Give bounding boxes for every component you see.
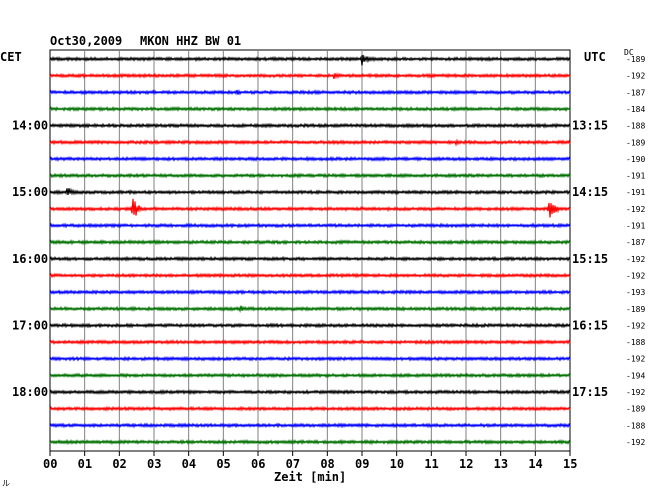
dc-offset-label: -188 bbox=[626, 338, 645, 347]
seismic-trace bbox=[49, 89, 571, 96]
dc-offset-label: -191 bbox=[626, 172, 645, 181]
seismic-trace bbox=[49, 305, 571, 314]
dc-offset-label: -194 bbox=[626, 371, 645, 380]
chart-station: MKON HHZ BW 01 bbox=[140, 34, 241, 48]
seismic-trace bbox=[49, 272, 571, 279]
plot-frame bbox=[49, 49, 571, 452]
x-tick-label: 04 bbox=[182, 457, 196, 471]
seismic-trace bbox=[49, 355, 571, 362]
dc-offset-label: -192 bbox=[626, 72, 645, 81]
x-tick-label: 03 bbox=[147, 457, 161, 471]
seismic-trace bbox=[49, 322, 571, 329]
dc-offset-label: -189 bbox=[626, 305, 645, 314]
dc-offset-label: -188 bbox=[626, 421, 645, 430]
dc-offset-label: -192 bbox=[626, 438, 645, 447]
right-hour-label: 16:15 bbox=[572, 318, 608, 332]
seismic-trace bbox=[49, 72, 571, 80]
seismic-trace bbox=[49, 198, 571, 218]
dc-label: DC bbox=[624, 48, 634, 57]
dc-offset-label: -192 bbox=[626, 388, 645, 397]
left-hour-label: 17:00 bbox=[12, 318, 48, 332]
dc-offset-label: -192 bbox=[626, 355, 645, 364]
seismic-trace bbox=[49, 388, 571, 396]
right-hour-label: 17:15 bbox=[572, 385, 608, 399]
dc-offset-label: -190 bbox=[626, 155, 645, 164]
x-tick-label: 05 bbox=[216, 457, 230, 471]
x-tick-label: 07 bbox=[286, 457, 300, 471]
seismic-trace bbox=[49, 187, 571, 196]
right-hour-label: 15:15 bbox=[572, 252, 608, 266]
dc-offset-label: -189 bbox=[626, 55, 645, 64]
seismic-trace bbox=[49, 122, 571, 129]
right-hour-label: 13:15 bbox=[572, 119, 608, 133]
seismic-trace bbox=[49, 255, 571, 262]
x-tick-label: 15 bbox=[563, 457, 577, 471]
left-hour-label: 16:00 bbox=[12, 252, 48, 266]
x-tick-label: 13 bbox=[494, 457, 508, 471]
dc-offset-label: -193 bbox=[626, 288, 645, 297]
seismic-trace bbox=[49, 372, 571, 379]
seismic-trace bbox=[49, 155, 571, 162]
trace-layer bbox=[49, 54, 571, 446]
seismic-trace bbox=[49, 105, 571, 113]
seismic-trace bbox=[49, 172, 571, 179]
dc-offset-label: -184 bbox=[626, 105, 645, 114]
x-tick-label: 01 bbox=[78, 457, 92, 471]
left-hour-label: 18:00 bbox=[12, 385, 48, 399]
dc-offset-label: -192 bbox=[626, 255, 645, 264]
seismic-trace bbox=[49, 339, 571, 346]
seismic-trace bbox=[49, 138, 571, 147]
left-timezone-label: CET bbox=[0, 50, 22, 64]
corner-mark: ル bbox=[2, 479, 10, 488]
x-tick-label: 14 bbox=[528, 457, 542, 471]
dc-offset-label: -192 bbox=[626, 321, 645, 330]
dc-offset-label: -191 bbox=[626, 222, 645, 231]
dc-offset-label: -188 bbox=[626, 122, 645, 131]
seismic-trace bbox=[49, 422, 571, 429]
chart-date: Oct30,2009 bbox=[50, 34, 122, 48]
axis-layer: 00 01 02 03 04 05 06 07 08 09 10 11 12 13 14 15 -189 -192… bbox=[12, 55, 645, 471]
left-hour-label: 15:00 bbox=[12, 185, 48, 199]
right-hour-label: 14:15 bbox=[572, 185, 608, 199]
seismic-trace bbox=[49, 239, 571, 246]
seismic-trace bbox=[49, 288, 571, 296]
x-tick-label: 12 bbox=[459, 457, 473, 471]
seismic-trace bbox=[49, 54, 571, 66]
x-tick-label: 02 bbox=[112, 457, 126, 471]
left-hour-label: 14:00 bbox=[12, 119, 48, 133]
dc-offset-label: -189 bbox=[626, 138, 645, 147]
right-timezone-label: UTC bbox=[584, 50, 606, 64]
dc-offset-label: -187 bbox=[626, 238, 645, 247]
x-tick-label: 11 bbox=[424, 457, 438, 471]
x-axis-label: Zeit [min] bbox=[274, 470, 346, 484]
dc-offset-label: -189 bbox=[626, 405, 645, 414]
seismic-trace bbox=[49, 222, 571, 229]
dc-offset-label: -187 bbox=[626, 88, 645, 97]
x-tick-label: 00 bbox=[43, 457, 57, 471]
x-tick-label: 08 bbox=[320, 457, 334, 471]
seismic-trace bbox=[49, 438, 571, 446]
seismic-trace bbox=[49, 405, 571, 412]
dc-offset-label: -191 bbox=[626, 188, 645, 197]
dc-offset-label: -192 bbox=[626, 205, 645, 214]
dc-offset-label: -192 bbox=[626, 271, 645, 280]
x-tick-label: 09 bbox=[355, 457, 369, 471]
x-tick-label: 06 bbox=[251, 457, 265, 471]
x-tick-label: 10 bbox=[390, 457, 404, 471]
grid-layer bbox=[49, 49, 571, 452]
